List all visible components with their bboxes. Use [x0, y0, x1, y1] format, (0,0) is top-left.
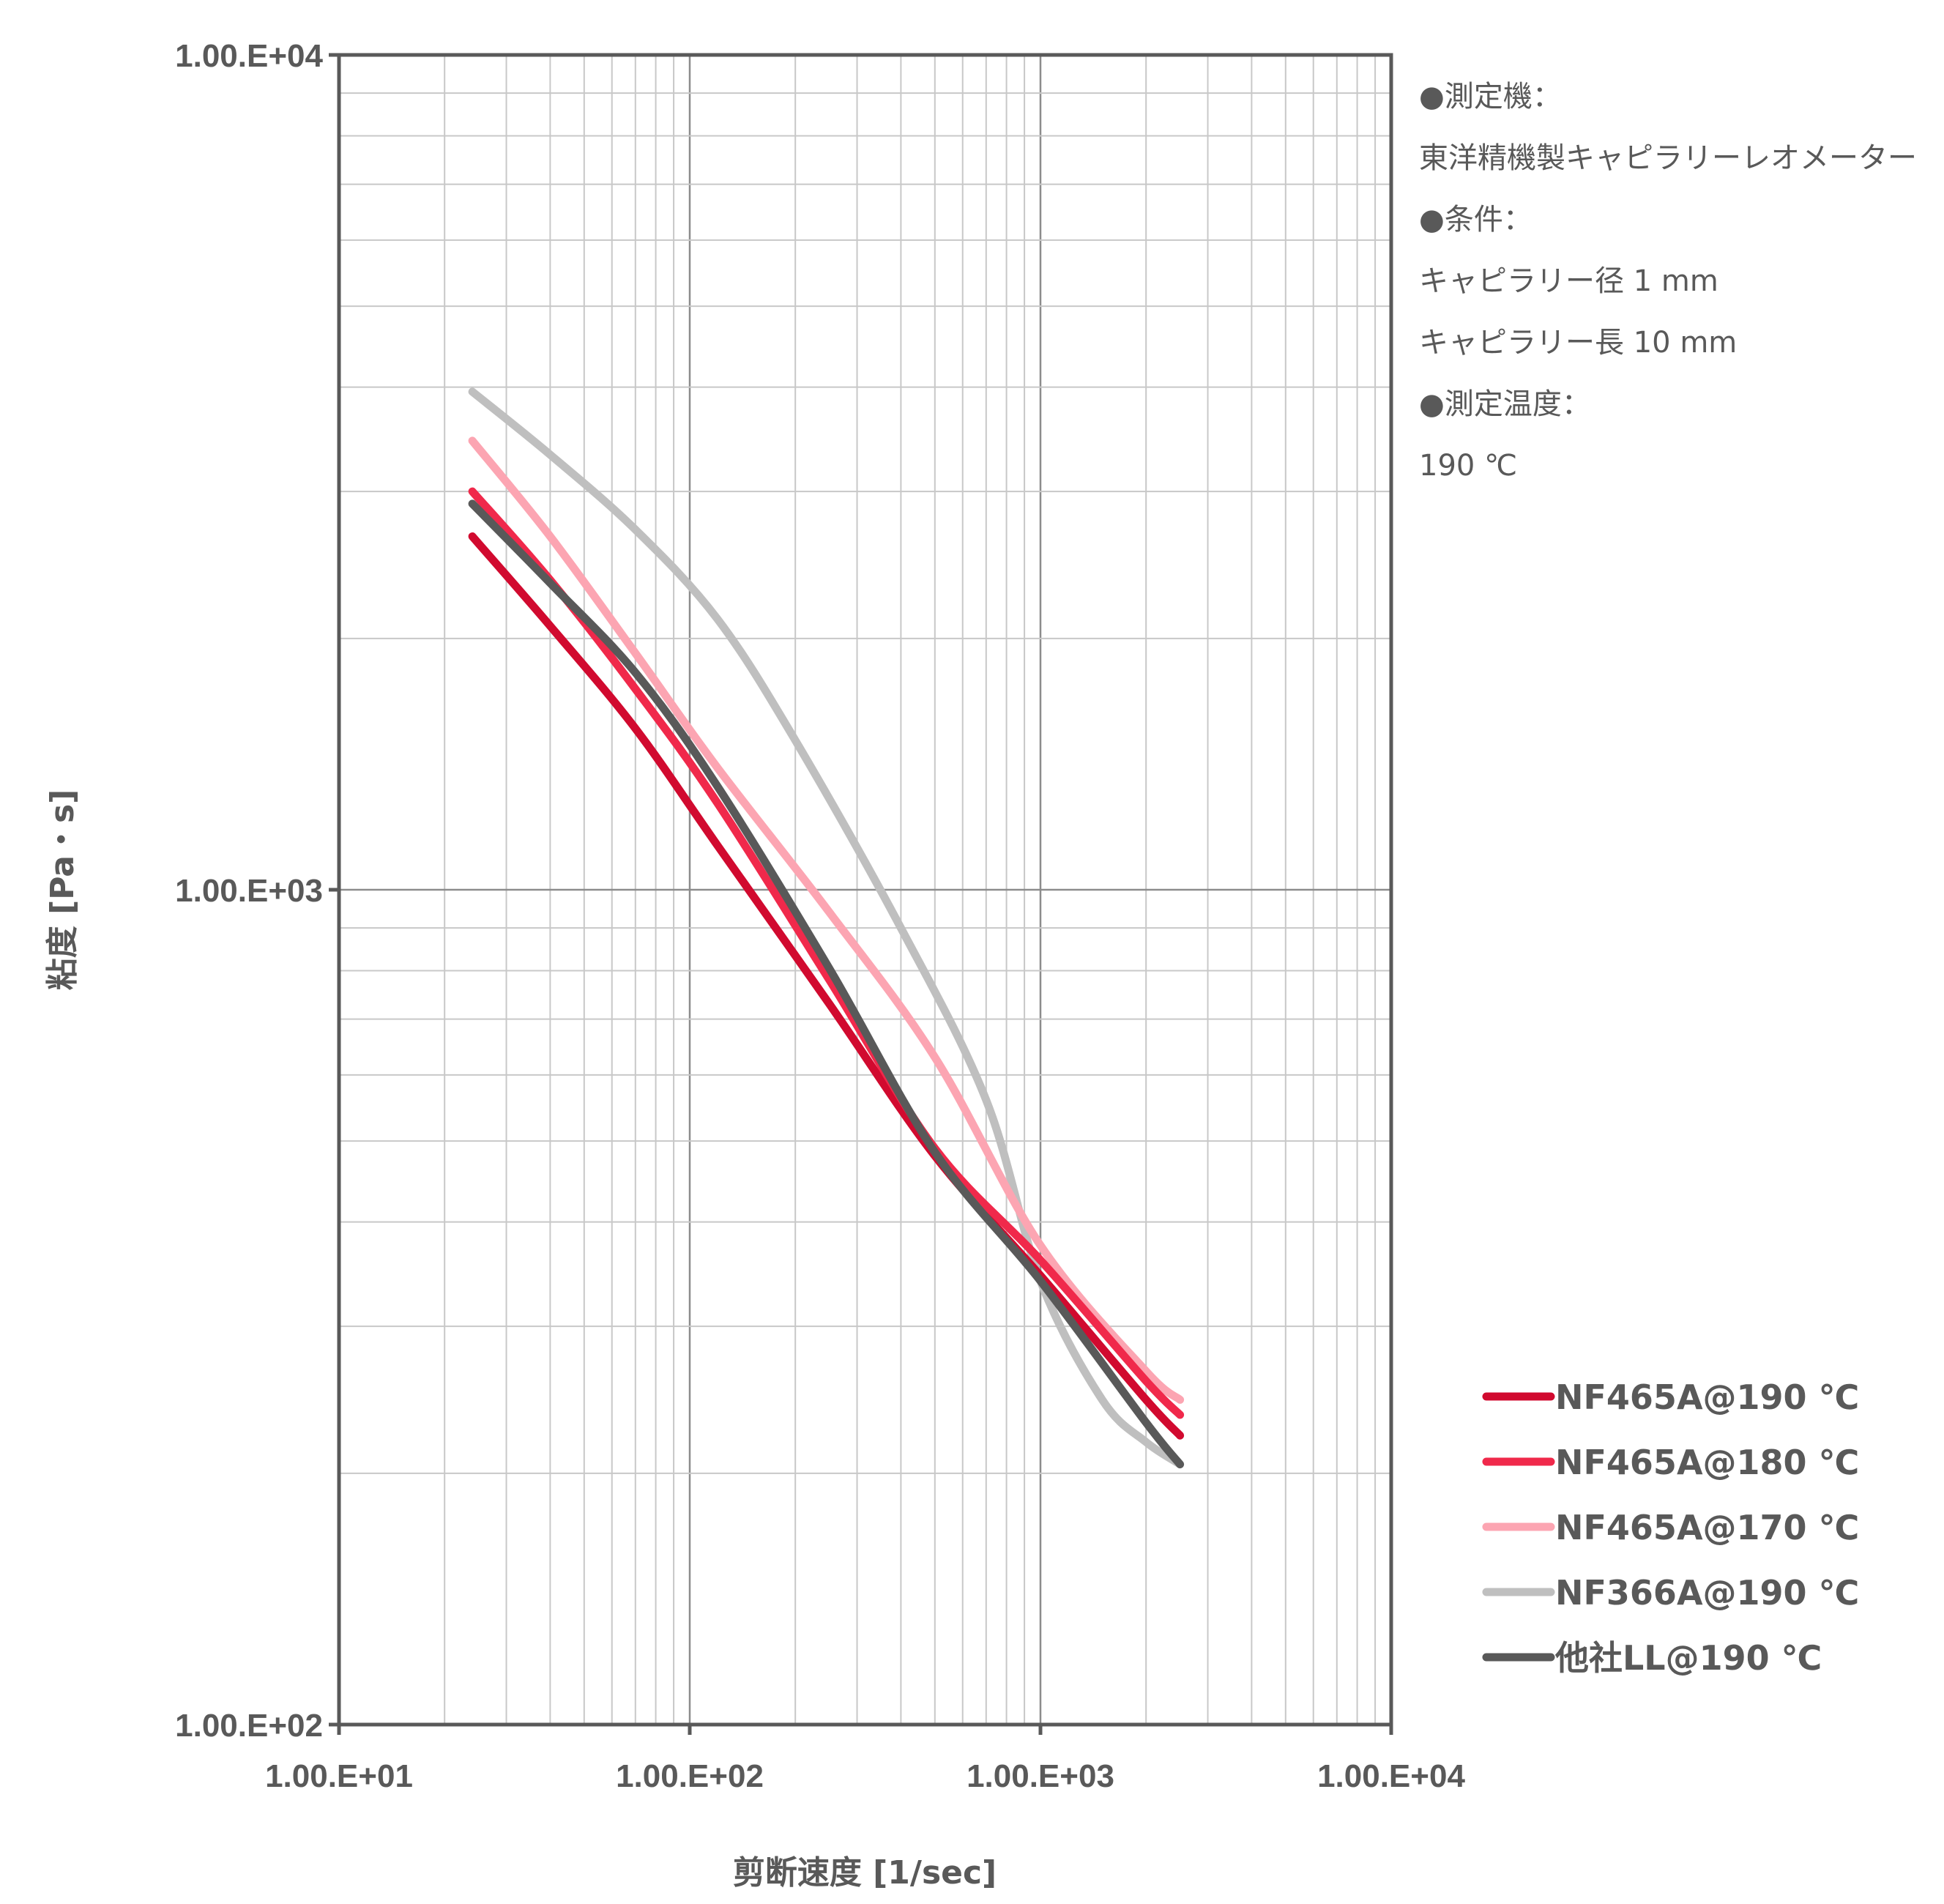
- x-tick-label: 1.00.E+04: [1317, 1758, 1465, 1794]
- legend-label: 他社LL@190 ℃: [1554, 1638, 1822, 1678]
- series-line-3: [468, 436, 1185, 1404]
- series-line-5: [468, 499, 1185, 1469]
- legend-label: NF366A@190 ℃: [1555, 1573, 1859, 1613]
- note-line: ●測定温度：: [1419, 387, 1591, 421]
- chart-legend: NF465A@190 ℃ NF465A@180 ℃ NF465A@170 ℃ NF36…: [1482, 1377, 1859, 1678]
- x-tick-label: 1.00.E+03: [967, 1758, 1114, 1794]
- series-line-4: [468, 387, 1185, 1469]
- note-line: ●条件：: [1419, 203, 1533, 237]
- note-line: 東洋精機製キャピラリーレオメーター: [1419, 141, 1917, 175]
- measurement-notes: ●測定機： 東洋精機製キャピラリーレオメーター ●条件： キャピラリー径 1 mm キャ…: [1419, 80, 1917, 483]
- axis-ticks: 1.00.E+01 1.00.E+02 1.00.E+03 1.00.E+04 1.00…: [175, 38, 1465, 1794]
- chart-grid: [339, 55, 1391, 1725]
- note-line: ●測定機：: [1419, 80, 1562, 114]
- x-tick-label: 1.00.E+02: [616, 1758, 764, 1794]
- x-tick-label: 1.00.E+01: [265, 1758, 413, 1794]
- legend-label: NF465A@190 ℃: [1555, 1377, 1859, 1417]
- y-tick-label: 1.00.E+04: [175, 38, 323, 74]
- note-line: 190 ℃: [1419, 449, 1517, 483]
- note-line: キャピラリー長 10 mm: [1419, 326, 1737, 360]
- series-line-2: [468, 487, 1185, 1419]
- y-tick-label: 1.00.E+03: [175, 873, 323, 909]
- series-layer: [468, 387, 1185, 1469]
- series-line-1: [468, 532, 1185, 1440]
- x-axis-title: 剪断速度 [1/sec]: [733, 1854, 997, 1892]
- y-axis-title: 粘度 [Pa・s]: [44, 789, 81, 990]
- legend-label: NF465A@180 ℃: [1555, 1443, 1859, 1482]
- legend-label: NF465A@170 ℃: [1555, 1508, 1859, 1547]
- y-tick-label: 1.00.E+02: [175, 1708, 323, 1744]
- note-line: キャピラリー径 1 mm: [1419, 264, 1718, 298]
